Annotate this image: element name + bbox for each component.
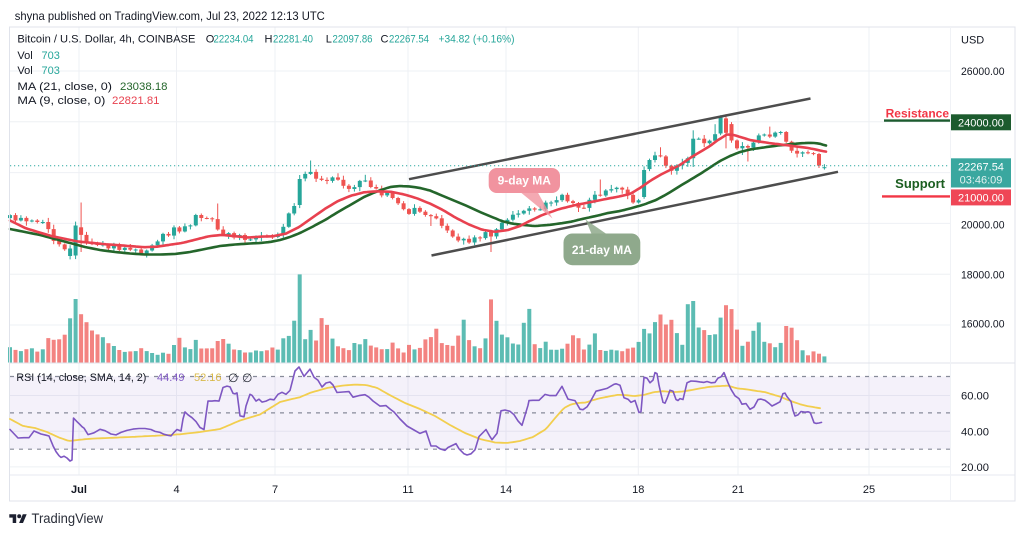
svg-text:4: 4 xyxy=(173,484,179,496)
svg-text:Support: Support xyxy=(895,176,945,191)
svg-text:+34.82 (+0.16%): +34.82 (+0.16%) xyxy=(439,34,515,46)
svg-text:25: 25 xyxy=(863,484,875,496)
svg-text:21-day MA: 21-day MA xyxy=(572,243,632,257)
svg-text:USD: USD xyxy=(961,35,984,47)
svg-text:22097.86: 22097.86 xyxy=(333,34,373,46)
svg-text:22821.81: 22821.81 xyxy=(112,95,160,107)
svg-text:∅: ∅ xyxy=(228,371,238,385)
svg-text:20.00: 20.00 xyxy=(961,462,989,474)
svg-text:24000.00: 24000.00 xyxy=(958,117,1004,129)
svg-text:26000.00: 26000.00 xyxy=(961,66,1005,78)
svg-text:703: 703 xyxy=(42,65,60,77)
svg-text:MA (21, close, 0): MA (21, close, 0) xyxy=(17,81,112,93)
svg-text:21000.00: 21000.00 xyxy=(958,192,1004,204)
svg-text:44.49: 44.49 xyxy=(157,372,185,384)
svg-text:TradingView: TradingView xyxy=(32,510,104,526)
svg-text:21: 21 xyxy=(732,484,744,496)
svg-text:7: 7 xyxy=(272,484,278,496)
svg-text:22281.40: 22281.40 xyxy=(273,34,313,46)
svg-text:52.16: 52.16 xyxy=(194,372,222,384)
svg-text:703: 703 xyxy=(42,50,60,62)
svg-text:L: L xyxy=(326,34,332,46)
svg-text:Resistance: Resistance xyxy=(886,107,950,121)
svg-text:H: H xyxy=(265,34,273,46)
svg-text:20000.00: 20000.00 xyxy=(961,220,1005,232)
svg-text:22267.54: 22267.54 xyxy=(958,161,1004,173)
svg-text:Bitcoin / U.S. Dollar, 4h, COI: Bitcoin / U.S. Dollar, 4h, COINBASE xyxy=(17,34,195,46)
svg-text:Vol: Vol xyxy=(17,65,32,77)
svg-text:MA (9, close, 0): MA (9, close, 0) xyxy=(17,95,105,107)
svg-text:14: 14 xyxy=(500,484,512,496)
svg-text:60.00: 60.00 xyxy=(961,391,989,403)
svg-text:Vol: Vol xyxy=(17,50,32,62)
svg-text:shyna published on TradingView: shyna published on TradingView.com, Jul … xyxy=(15,9,325,23)
svg-text:22234.04: 22234.04 xyxy=(214,34,254,46)
svg-text:O: O xyxy=(206,34,215,46)
svg-text:C: C xyxy=(381,34,389,46)
svg-text:9-day MA: 9-day MA xyxy=(498,174,552,188)
svg-text:Jul: Jul xyxy=(71,484,87,496)
svg-text:03:46:09: 03:46:09 xyxy=(960,174,1003,186)
svg-text:22267.54: 22267.54 xyxy=(389,34,429,46)
svg-text:16000.00: 16000.00 xyxy=(961,319,1005,331)
svg-text:∅: ∅ xyxy=(242,371,252,385)
svg-text:18: 18 xyxy=(632,484,644,496)
svg-text:RSI (14, close, SMA, 14, 2): RSI (14, close, SMA, 14, 2) xyxy=(16,372,146,384)
svg-text:40.00: 40.00 xyxy=(961,427,989,439)
svg-text:18000.00: 18000.00 xyxy=(961,270,1005,282)
svg-text:11: 11 xyxy=(402,484,413,496)
svg-text:23038.18: 23038.18 xyxy=(120,81,168,93)
